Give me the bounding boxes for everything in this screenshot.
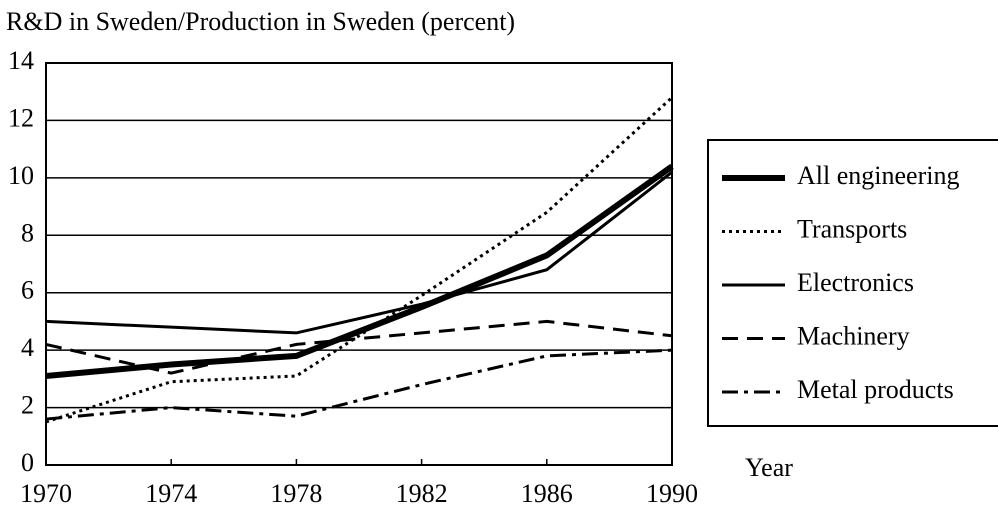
x-tick-label: 1974 xyxy=(145,479,197,508)
y-tick-label: 10 xyxy=(8,161,34,190)
y-tick-label: 2 xyxy=(21,391,34,420)
legend-label: Machinery xyxy=(797,321,910,350)
x-tick-label: 1970 xyxy=(20,479,72,508)
x-tick-label: 1978 xyxy=(270,479,322,508)
y-tick-label: 0 xyxy=(21,448,34,477)
legend-label: Transports xyxy=(797,214,907,243)
legend-label: Metal products xyxy=(797,375,954,404)
legend-label: All engineering xyxy=(797,161,959,190)
series-line xyxy=(45,163,674,379)
plot-frame xyxy=(45,62,673,466)
x-tick-label: 1986 xyxy=(521,479,573,508)
y-tick-label: 4 xyxy=(21,333,34,362)
y-tick-label: 14 xyxy=(8,46,34,75)
series-line xyxy=(45,96,674,424)
legend-box xyxy=(707,139,998,427)
x-tick-label: 1990 xyxy=(646,479,698,508)
y-tick-label: 12 xyxy=(8,103,34,132)
chart-title: R&D in Sweden/Production in Sweden (perc… xyxy=(6,7,515,36)
legend-label: Electronics xyxy=(797,268,914,297)
series-line xyxy=(45,348,673,421)
x-axis-label: Year xyxy=(745,453,793,482)
y-tick-label: 8 xyxy=(21,218,34,247)
series-line xyxy=(45,319,673,375)
x-tick-label: 1982 xyxy=(396,479,448,508)
series-line xyxy=(45,170,673,335)
y-tick-label: 6 xyxy=(21,276,34,305)
